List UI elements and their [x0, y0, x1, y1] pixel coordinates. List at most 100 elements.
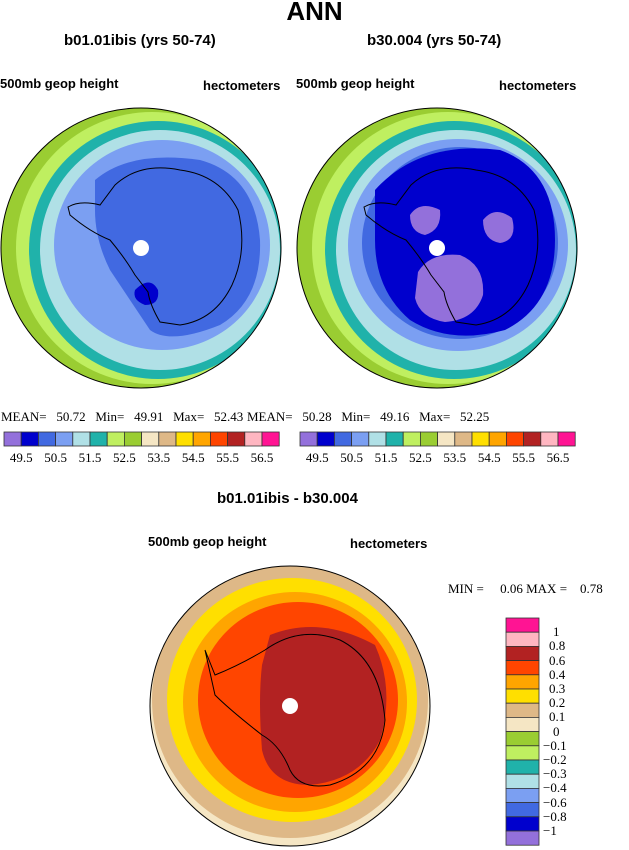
- panel3-labelbar-box: [505, 731, 540, 747]
- panel1-pole-marker: [133, 240, 149, 256]
- figure-title: ANN: [286, 0, 343, 26]
- panel3-labelbar-box: [505, 717, 540, 733]
- panel3-map-border: [149, 565, 431, 847]
- panel3-right-label: hectometers: [350, 536, 428, 551]
- panel1-labelbar-box: [209, 431, 228, 447]
- panel2-labelbar-box: [488, 431, 507, 447]
- panel2-labelbar-label: 51.5: [374, 450, 398, 465]
- panel2-labelbar-box: [402, 431, 421, 447]
- panel3-labelbar-label: −0.8: [543, 808, 567, 824]
- panel2-labelbar-label: 55.5: [512, 450, 535, 465]
- panel1-labelbar-label: 56.5: [250, 450, 274, 465]
- panel2-map: [297, 108, 577, 388]
- panel3-antarctica-outline: [204, 633, 386, 787]
- panel2-labelbar-box: [333, 431, 352, 447]
- panel3-left-label: 500mb geop height: [148, 534, 267, 549]
- panel3-labelbar-box: [505, 773, 540, 789]
- panel3-labelbar-box: [505, 759, 540, 775]
- panel2-labelbar-box: [385, 431, 404, 447]
- panel2-labelbar-box: [540, 431, 559, 447]
- panel3-labelbar-label: 0.8: [549, 638, 566, 654]
- panel1-labelbar-label: 54.5: [181, 450, 205, 465]
- panel2-labelbar-label: 53.5: [443, 450, 467, 465]
- panel2-labelbar-box: [523, 431, 542, 447]
- panel2-stats: MEAN= 50.28 Min= 49.16 Max= 52.25: [247, 409, 490, 424]
- panel2-antarctica-outline: [363, 167, 539, 326]
- panel1-labelbar-box: [3, 431, 22, 447]
- panel3-labelbar-box: [505, 688, 540, 704]
- panel2-labelbar-label: 52.5: [409, 450, 432, 465]
- panel3-pole-marker: [282, 698, 298, 714]
- panel2-labelbar-label: 49.5: [305, 450, 329, 465]
- panel3-labelbar-box: [505, 745, 540, 761]
- panel2-map-border: [296, 107, 578, 389]
- panel1-labelbar-box: [158, 431, 177, 447]
- panel1-labelbar-box: [124, 431, 143, 447]
- panel1-labelbar-box: [192, 431, 211, 447]
- panel2-labelbar-box: [316, 431, 335, 447]
- panel3-labelbar-label: −0.6: [543, 794, 567, 810]
- panel1-labelbar-box: [106, 431, 125, 447]
- panel1-title: b01.01ibis (yrs 50-74): [64, 32, 216, 49]
- panel1-antarctica-outline: [67, 167, 243, 326]
- panel1-labelbar-box: [175, 431, 194, 447]
- panel2-labelbar-box: [419, 431, 438, 447]
- panel2-labelbar-box: [368, 431, 387, 447]
- panel1-labelbar-box: [261, 431, 280, 447]
- panel1-labelbar-box: [227, 431, 246, 447]
- panel3-labelbar-label: −0.2: [543, 752, 567, 767]
- panel1-labelbar-box: [72, 431, 91, 447]
- panel1-labelbar-label: 51.5: [78, 450, 102, 465]
- panel1-labelbar-box: [141, 431, 160, 447]
- panel2-title: b30.004 (yrs 50-74): [367, 32, 502, 49]
- panel2-labelbar-box: [505, 431, 524, 447]
- panel3-labelbar-box: [505, 660, 540, 676]
- panel2-right-label: hectometers: [499, 78, 577, 93]
- panel3-labelbar-label: −0.4: [543, 780, 567, 796]
- panel3-labelbar-box: [505, 830, 540, 846]
- panel1-labelbar-box: [89, 431, 108, 447]
- panel3-title: b01.01ibis - b30.004: [217, 490, 358, 507]
- panel3-labelbar-box: [505, 617, 540, 633]
- panel2-labelbar-box: [351, 431, 370, 447]
- panel3-labelbar-box: [505, 631, 540, 647]
- panel1-labelbar-box: [244, 431, 263, 447]
- panel3-labelbar-box: [505, 674, 540, 690]
- panel3-labelbar-label: 0: [553, 723, 560, 739]
- panel1-labelbar-label: 53.5: [147, 450, 171, 465]
- panel3-labelbar-label: 0.6: [549, 652, 566, 668]
- panel3-labelbar-box: [505, 788, 540, 804]
- panel2-labelbar-box: [454, 431, 473, 447]
- panel1-labelbar-label: 49.5: [9, 450, 33, 465]
- panel3-labelbar-label: 0.2: [549, 695, 566, 711]
- panel1-labelbar-box: [20, 431, 39, 447]
- panel2-labelbar-box: [557, 431, 576, 447]
- panel2-left-label: 500mb geop height: [296, 76, 415, 91]
- panel2-labelbar-box: [471, 431, 490, 447]
- panel1-labelbar-box: [38, 431, 57, 447]
- panel3-labelbar-label: 0.3: [549, 681, 566, 696]
- panel3-stats: MIN = 0.06 MAX = 0.78: [448, 581, 603, 596]
- panel3-labelbar-label: 0.1: [549, 709, 566, 725]
- panel3-labelbar-label: −0.1: [543, 737, 567, 753]
- panel1-labelbar-box: [55, 431, 74, 447]
- panel3-labelbar-label: −1: [543, 823, 557, 838]
- panel1-map-border: [0, 107, 282, 389]
- panel3-labelbar-box: [505, 816, 540, 832]
- panel3-labelbar-box: [505, 646, 540, 662]
- panel1-labelbar-label: 50.5: [44, 450, 67, 465]
- panel2-labelbar-label: 56.5: [546, 450, 570, 465]
- panel1-map: [1, 108, 281, 388]
- panel2-labelbar-box: [437, 431, 456, 447]
- panel2-labelbar-label: 50.5: [340, 450, 363, 465]
- panel3-labelbar-label: 0.4: [549, 666, 566, 682]
- panel1-left-label: 500mb geop height: [0, 76, 119, 91]
- panel2-labelbar-box: [299, 431, 318, 447]
- panel3-labelbar-box: [505, 702, 540, 718]
- panel1-labelbar-label: 55.5: [216, 450, 239, 465]
- panel1-right-label: hectometers: [203, 78, 281, 93]
- panel3-labelbar-label: −0.3: [543, 766, 567, 782]
- panel2-pole-marker: [429, 240, 445, 256]
- panel3-labelbar-box: [505, 802, 540, 818]
